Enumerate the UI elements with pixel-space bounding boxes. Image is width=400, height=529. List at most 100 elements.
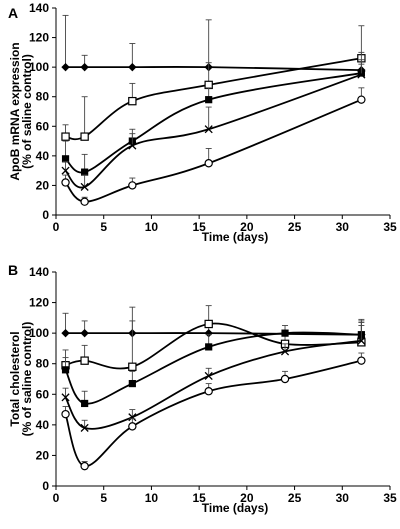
y-axis-title: Total cholesterol — [8, 331, 22, 426]
y-tick-label: 80 — [36, 90, 50, 104]
series-line — [65, 57, 362, 141]
x-tick-label: 15 — [192, 491, 206, 505]
data-point — [280, 374, 290, 384]
data-point — [61, 178, 70, 187]
series-line — [64, 98, 362, 203]
x-axis-title: Time (days) — [202, 230, 268, 244]
x-tick-label: 20 — [240, 220, 254, 234]
data-point — [61, 155, 70, 163]
data-point — [80, 132, 89, 141]
data-point — [80, 62, 89, 72]
data-point — [128, 181, 137, 190]
data-point — [204, 387, 213, 396]
series-cross — [61, 59, 366, 191]
y-tick-label: 40 — [36, 418, 50, 432]
x-tick-label: 0 — [53, 220, 60, 234]
x-tick-label: 30 — [336, 220, 350, 234]
y-tick-label: 40 — [36, 149, 50, 163]
series-open-square — [61, 25, 366, 141]
data-point — [128, 62, 137, 72]
y-tick-label: 100 — [29, 326, 49, 340]
data-point — [204, 125, 213, 134]
data-point — [81, 168, 89, 176]
data-point — [128, 141, 137, 150]
data-point — [128, 422, 137, 431]
data-point — [61, 366, 70, 374]
x-tick-label: 15 — [192, 220, 206, 234]
x-tick-label: 5 — [100, 220, 107, 234]
x-tick-label: 25 — [288, 220, 302, 234]
data-point — [357, 336, 366, 345]
data-point — [128, 362, 137, 371]
series-open-square — [61, 305, 366, 371]
y-tick-label: 80 — [36, 357, 50, 371]
data-point — [204, 159, 213, 168]
x-tick-label: 10 — [145, 220, 159, 234]
y-tick-label: 140 — [29, 265, 49, 279]
data-point — [61, 166, 70, 175]
x-axis-title: Time (days) — [202, 501, 268, 515]
series-cross — [61, 325, 366, 432]
series-line — [64, 73, 362, 189]
data-point — [280, 347, 290, 356]
panel-a-label: A — [8, 5, 18, 21]
series-filled-square — [61, 51, 365, 176]
data-point — [128, 96, 137, 106]
data-point — [357, 95, 366, 104]
data-point — [61, 328, 70, 338]
series-open-circle — [61, 87, 366, 206]
y-tick-label: 0 — [42, 208, 49, 222]
y-tick-label: 60 — [36, 387, 50, 401]
data-point — [357, 70, 366, 79]
series-open-circle — [61, 352, 366, 471]
y-axis-title: ApoB mRNA expression — [8, 42, 22, 180]
data-point — [281, 329, 289, 337]
x-tick-label: 35 — [383, 220, 397, 234]
data-point — [128, 413, 137, 422]
x-tick-label: 5 — [100, 491, 107, 505]
data-point — [80, 356, 89, 365]
data-point — [61, 409, 70, 419]
series-diamond — [61, 14, 366, 75]
y-tick-label: 60 — [36, 119, 50, 133]
data-point — [61, 393, 70, 402]
x-tick-label: 20 — [240, 491, 254, 505]
y-tick-label: 100 — [29, 60, 49, 74]
data-point — [80, 328, 89, 338]
series-line — [64, 72, 362, 174]
series-line — [64, 339, 362, 430]
x-tick-label: 10 — [145, 491, 159, 505]
data-point — [61, 62, 70, 72]
data-point — [204, 328, 213, 338]
x-tick-label: 0 — [53, 491, 60, 505]
data-point — [205, 343, 213, 351]
data-point — [80, 197, 89, 206]
y-tick-label: 20 — [36, 178, 50, 192]
data-point — [357, 356, 366, 365]
data-point — [205, 96, 213, 104]
y-axis-title: (% of saline control) — [20, 322, 34, 437]
series-line — [65, 66, 362, 71]
series-diamond — [61, 312, 366, 339]
panel-b: B 0 20 40 60 80 100 120 140 0 5 10 15 20 25 30 35 Time (d… — [8, 262, 397, 515]
panel-a: A 0 20 40 60 80 100 120 140 0 5 10 15 20 25 30 35 Time (d… — [8, 1, 397, 244]
y-tick-label: 0 — [42, 479, 49, 493]
data-point — [80, 423, 89, 432]
x-tick-label: 35 — [383, 491, 397, 505]
y-tick-label: 20 — [36, 448, 50, 462]
data-point — [128, 379, 136, 388]
x-tick-label: 30 — [336, 491, 350, 505]
series-line — [64, 359, 362, 468]
data-point — [80, 182, 89, 191]
data-point — [61, 132, 70, 141]
y-tick-label: 140 — [29, 1, 49, 15]
y-axis-title: (% of saline control) — [20, 54, 34, 169]
panel-b-label: B — [8, 262, 18, 278]
data-point — [204, 371, 213, 381]
data-point — [204, 319, 213, 329]
x-tick-label: 25 — [288, 491, 302, 505]
y-tick-label: 120 — [29, 31, 49, 45]
data-point — [81, 399, 89, 408]
y-tick-label: 120 — [29, 296, 49, 310]
